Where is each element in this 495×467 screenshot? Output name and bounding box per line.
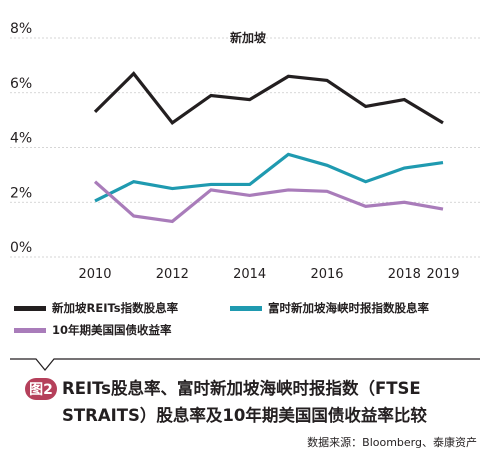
legend-swatch-ftse-straits <box>230 305 262 311</box>
legend-item-us-10y: 10年期美国国债收益率 <box>14 322 172 338</box>
series-line-sg-reits <box>93 71 444 126</box>
figure-caption: REITs股息率、富时新加坡海峡时报指数（FTSE STRAITS）股息率及10… <box>62 379 427 425</box>
y-tick-label: 4% <box>10 131 32 147</box>
legend-label-ftse-straits: 富时新加坡海峡时报指数股息率 <box>268 301 429 315</box>
x-axis-ticks: 2010 2012 2014 2016 2018 2019 <box>78 267 459 282</box>
legend-swatch-sg-reits <box>14 305 46 311</box>
legend-item-ftse-straits: 富时新加坡海峡时报指数股息率 <box>230 300 429 316</box>
series-line-ftse-straits <box>94 152 444 203</box>
x-tick-label: 2016 <box>310 267 343 282</box>
x-tick-label: 2019 <box>426 267 459 282</box>
y-tick-label: 2% <box>10 185 32 201</box>
y-tick-label: 8% <box>10 21 32 37</box>
x-tick-label: 2012 <box>156 267 189 282</box>
x-tick-label: 2018 <box>388 267 421 282</box>
legend-label-us-10y: 10年期美国国债收益率 <box>52 323 172 337</box>
legend-swatch-us-10y <box>14 327 46 333</box>
legend-item-sg-reits: 新加坡REITs指数股息率 <box>14 300 178 316</box>
x-tick-label: 2010 <box>78 267 111 282</box>
legend-label-sg-reits: 新加坡REITs指数股息率 <box>52 301 179 315</box>
x-tick-label: 2014 <box>233 267 266 282</box>
y-tick-label: 0% <box>10 240 32 256</box>
chart-grid <box>10 37 480 258</box>
caption-divider <box>10 358 480 371</box>
y-axis-ticks: 0% 2% 4% 6% 8% <box>10 21 32 256</box>
y-tick-label: 6% <box>10 76 32 92</box>
figure-badge: 图2 <box>25 378 57 400</box>
chart-title: 新加坡 <box>230 30 267 45</box>
series-line-us-10y <box>93 180 444 224</box>
data-source: 数据来源：Bloomberg、泰康资产 <box>307 436 477 449</box>
series-lines <box>93 71 444 224</box>
